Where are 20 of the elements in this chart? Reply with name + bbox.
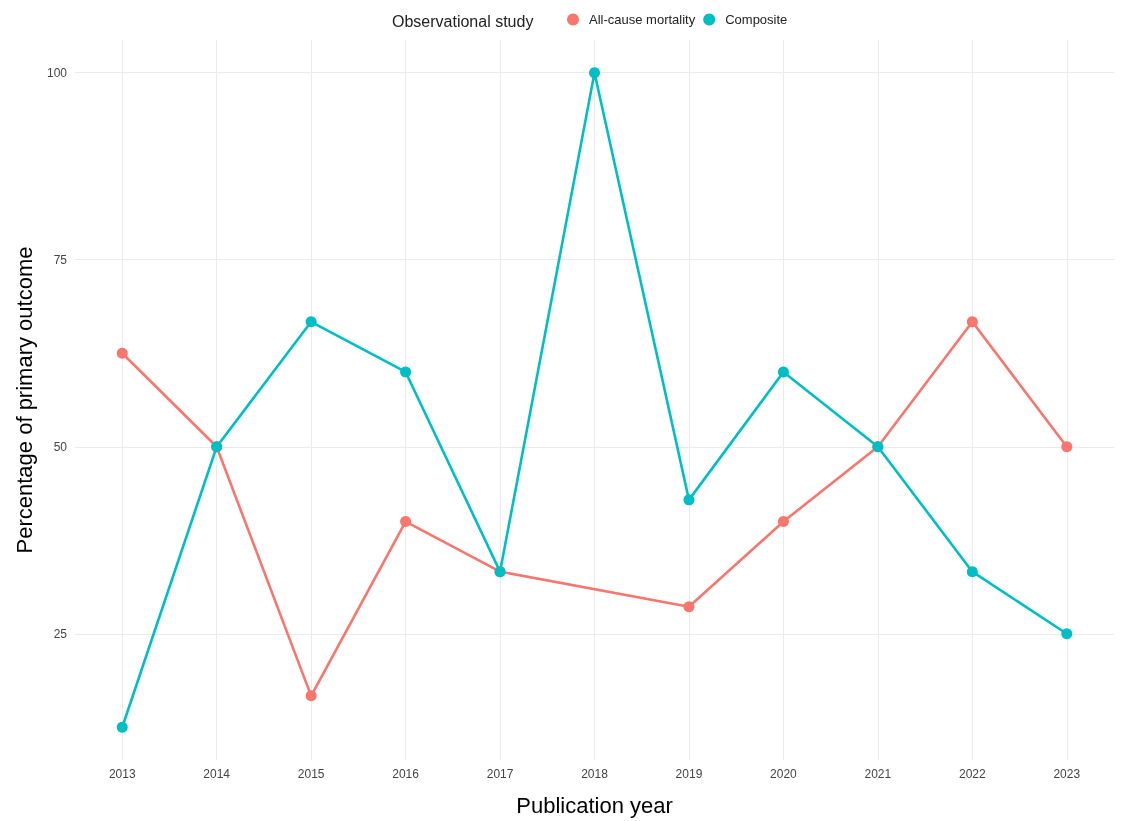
y-tick-label: 50 <box>53 439 68 454</box>
x-tick-label: 2020 <box>770 767 798 781</box>
x-tick-label: 2014 <box>203 767 231 781</box>
x-tick-label: 2013 <box>108 767 136 781</box>
x-tick-label: 2016 <box>392 767 420 781</box>
x-tick-label: 2017 <box>486 767 514 781</box>
y-axis-title: Percentage of primary outcome <box>11 246 37 554</box>
legend-label: All-cause mortality <box>589 12 696 27</box>
legend-label: Composite <box>725 12 788 27</box>
y-tick-label: 25 <box>53 626 68 641</box>
x-tick-label: 2018 <box>581 767 609 781</box>
x-tick-label: 2019 <box>675 767 703 781</box>
legend-title: Observational study <box>392 12 534 30</box>
x-tick-label: 2021 <box>864 767 892 781</box>
x-axis-title: Publication year <box>516 792 673 818</box>
y-tick-label: 100 <box>46 65 68 80</box>
y-tick-label: 75 <box>53 252 68 267</box>
x-tick-label: 2022 <box>958 767 986 781</box>
x-tick-label: 2015 <box>297 767 325 781</box>
x-tick-label: 2023 <box>1053 767 1081 781</box>
